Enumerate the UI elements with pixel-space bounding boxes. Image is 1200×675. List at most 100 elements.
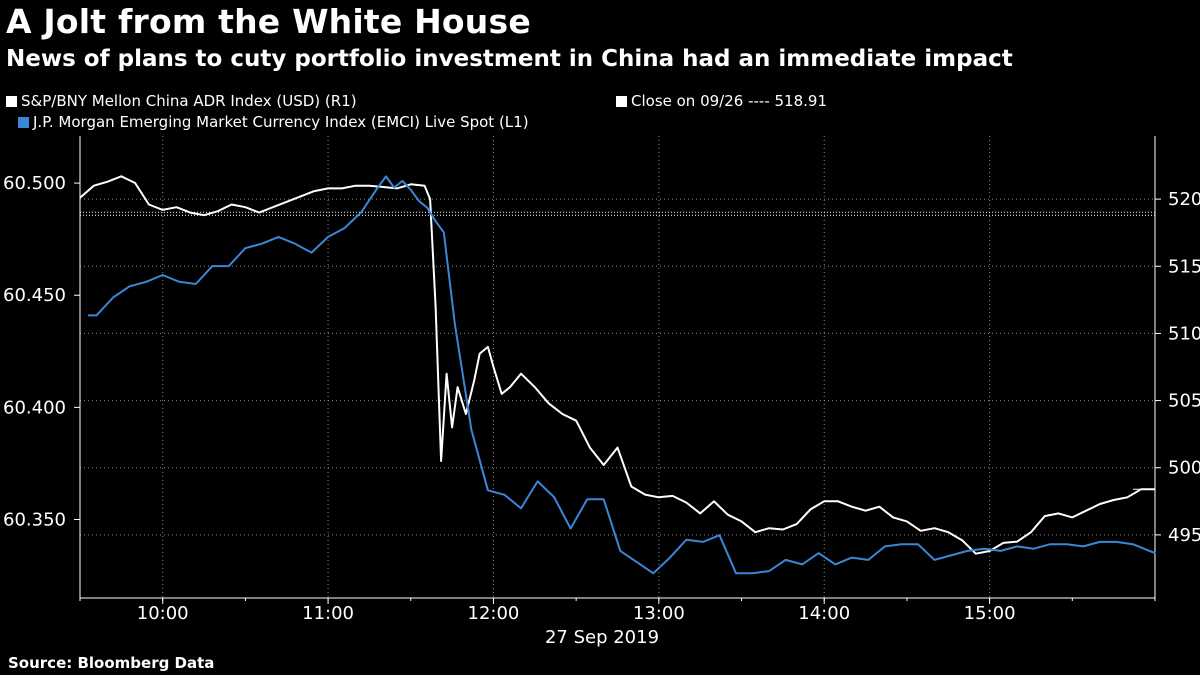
emci-data-point [294,243,296,245]
emci-data-point [900,543,903,545]
emci-data-point [454,323,456,325]
adr-data-point [989,550,991,552]
emci-data-point [162,274,164,276]
emci-data-point [195,283,197,285]
emci-data-point [228,265,230,267]
emci-data-point [735,572,737,574]
adr-data-point [837,500,839,502]
adr-data-point [1071,516,1073,519]
emci-data-point [393,187,395,189]
adr-data-point [740,520,743,523]
adr-data-point [473,379,475,381]
adr-data-point [509,386,511,388]
right-tick-label: 510 [1168,323,1200,344]
emci-data-point [818,552,820,554]
left-tick-label: 60.400 [3,397,66,418]
left-tick-label: 60.500 [3,173,66,194]
emci-line [88,175,1156,575]
adr-data-point [341,187,343,189]
emci-data-point [443,231,445,233]
x-tick-label: 10:00 [137,603,189,624]
emci-data-point [410,189,412,191]
chart-title: A Jolt from the White House [6,2,531,41]
adr-data-point [440,460,442,462]
right-tick-label: 505 [1168,391,1200,412]
adr-data-point [727,514,729,516]
emci-data-point [1115,541,1117,543]
emci-data-point [983,548,985,550]
emci-data-point [768,570,770,572]
adr-data-point [575,420,577,422]
x-tick-label: 12:00 [468,603,520,624]
legend-label-emci: J.P. Morgan Emerging Market Currency Ind… [33,113,529,131]
adr-data-point [451,426,453,428]
adr-data-point [961,539,963,541]
emci-data-point [360,211,362,213]
adr-data-point [1113,499,1115,501]
adr-data-point [410,183,412,185]
adr-data-point [107,181,109,183]
emci-data-point [619,550,621,552]
emci-data-point [718,534,721,536]
adr-data-point [424,185,426,187]
legend-item-close: Close on 09/26 ---- 518.91 [616,92,827,110]
adr-data-point [286,201,288,203]
emci-data-point [1148,550,1151,552]
adr-data-point [520,373,522,375]
adr-data-point [189,212,191,214]
emci-data-point [1066,543,1068,545]
adr-data-point [920,530,922,532]
emci-data-point [211,265,213,267]
adr-data-point [630,485,632,488]
emci-data-point [1082,545,1084,548]
emci-data-point [1033,548,1035,550]
source-note: Source: Bloomberg Data [8,654,215,672]
adr-data-point [429,198,431,200]
emci-data-point [867,559,869,561]
adr-data-point [534,386,536,388]
emci-data-point [685,539,688,541]
adr-data-point [355,185,357,187]
legend-swatch-close [616,95,627,107]
emci-data-point [112,296,114,299]
emci-data-point [145,281,147,283]
emci-data-point [884,545,886,548]
emci-data-point [244,247,246,249]
emci-data-point [487,489,489,491]
emci-data-point [277,236,280,238]
emci-data-point [310,252,313,254]
emci-data-point [261,243,263,245]
adr-data-point [175,206,178,208]
adr-data-point [809,508,812,510]
adr-data-point [878,506,881,508]
adr-data-point [148,203,150,206]
adr-data-point [93,185,95,187]
emci-data-point [1049,543,1051,545]
adr-data-point [1044,515,1046,517]
emci-data-point [377,187,379,189]
adr-data-point [658,496,660,498]
emci-data-point [426,207,428,209]
adr-data-point [548,402,550,404]
adr-data-point [396,187,398,189]
adr-data-point [327,187,329,189]
adr-data-point [120,175,122,177]
x-tick-label: 15:00 [964,603,1016,624]
emci-data-point [851,557,853,559]
adr-data-point [782,528,784,531]
emci-data-point [385,175,387,177]
chart-subtitle: News of plans to cuty portfolio investme… [6,46,1013,72]
adr-data-point [672,495,674,497]
close-reference-line [80,211,1155,216]
tick-labels: 10:00 11:00 12:00 13:00 14:00 15:00 60.350 60.4… [3,173,1200,624]
adr-data-point [906,520,908,523]
adr-data-point [1016,541,1018,543]
adr-data-point [258,212,260,214]
adr-data-point [203,214,205,216]
x-tick-label: 14:00 [798,603,850,624]
adr-data-point [479,353,481,355]
adr-data-point [382,186,384,188]
right-tick-label: 520 [1168,189,1200,210]
adr-data-point [589,447,591,449]
